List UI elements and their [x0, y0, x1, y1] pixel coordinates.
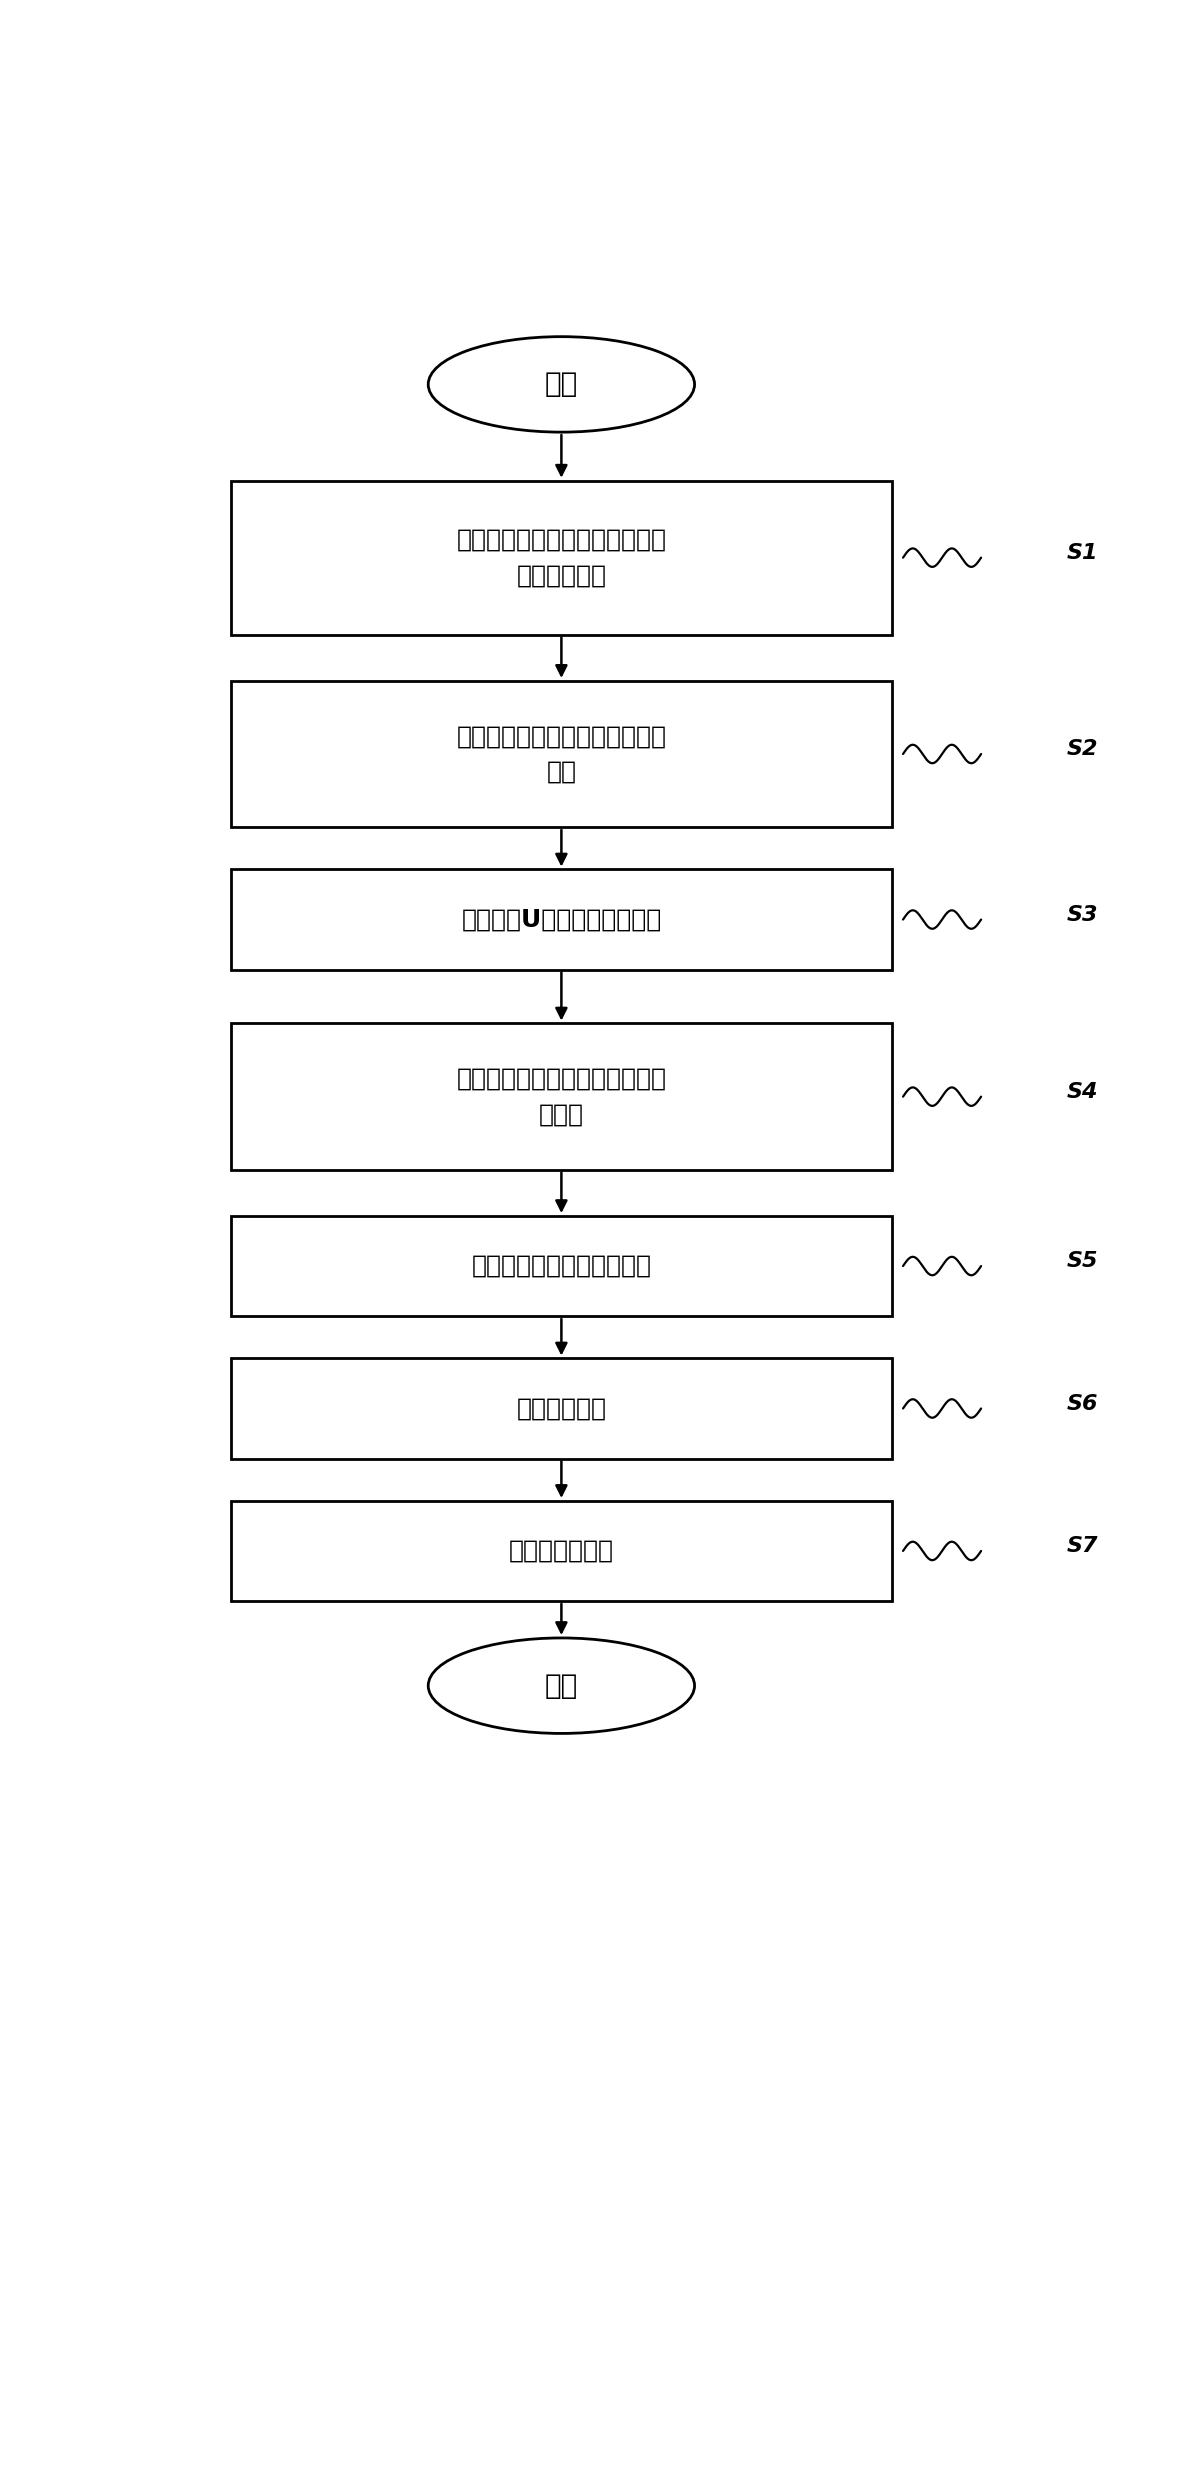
- Text: 结束: 结束: [545, 1671, 578, 1699]
- Text: S7: S7: [1066, 1537, 1098, 1557]
- Text: S4: S4: [1066, 1081, 1098, 1101]
- Ellipse shape: [428, 336, 694, 431]
- Text: 形成具有第二掺杂类型的半浮栅
阱区: 形成具有第二掺杂类型的半浮栅 阱区: [456, 725, 666, 785]
- Text: 形成源区和漏区: 形成源区和漏区: [508, 1539, 614, 1562]
- Text: S1: S1: [1066, 543, 1098, 563]
- Text: 开始: 开始: [545, 371, 578, 399]
- Text: 形成第一栅介质层、浮栅和金属
硬化物: 形成第一栅介质层、浮栅和金属 硬化物: [456, 1066, 666, 1126]
- FancyBboxPatch shape: [231, 869, 892, 969]
- Text: 在第一掺杂类型的半导体衬底表
面生长氧化层: 在第一掺杂类型的半导体衬底表 面生长氧化层: [456, 528, 666, 588]
- FancyBboxPatch shape: [231, 1358, 892, 1460]
- FancyBboxPatch shape: [231, 481, 892, 635]
- Text: S6: S6: [1066, 1395, 1098, 1415]
- FancyBboxPatch shape: [231, 1216, 892, 1315]
- Text: S3: S3: [1066, 904, 1098, 924]
- Text: 刻蚀形成U型槽，去除氧化层: 刻蚀形成U型槽，去除氧化层: [461, 907, 661, 932]
- Text: 形成栅极侧墙: 形成栅极侧墙: [517, 1397, 607, 1420]
- Text: 形成第二栅介质层和控制栅: 形成第二栅介质层和控制栅: [472, 1253, 652, 1278]
- Text: S5: S5: [1066, 1250, 1098, 1270]
- FancyBboxPatch shape: [231, 1502, 892, 1602]
- Ellipse shape: [428, 1639, 694, 1734]
- FancyBboxPatch shape: [231, 680, 892, 827]
- Text: S2: S2: [1066, 740, 1098, 760]
- FancyBboxPatch shape: [231, 1024, 892, 1171]
